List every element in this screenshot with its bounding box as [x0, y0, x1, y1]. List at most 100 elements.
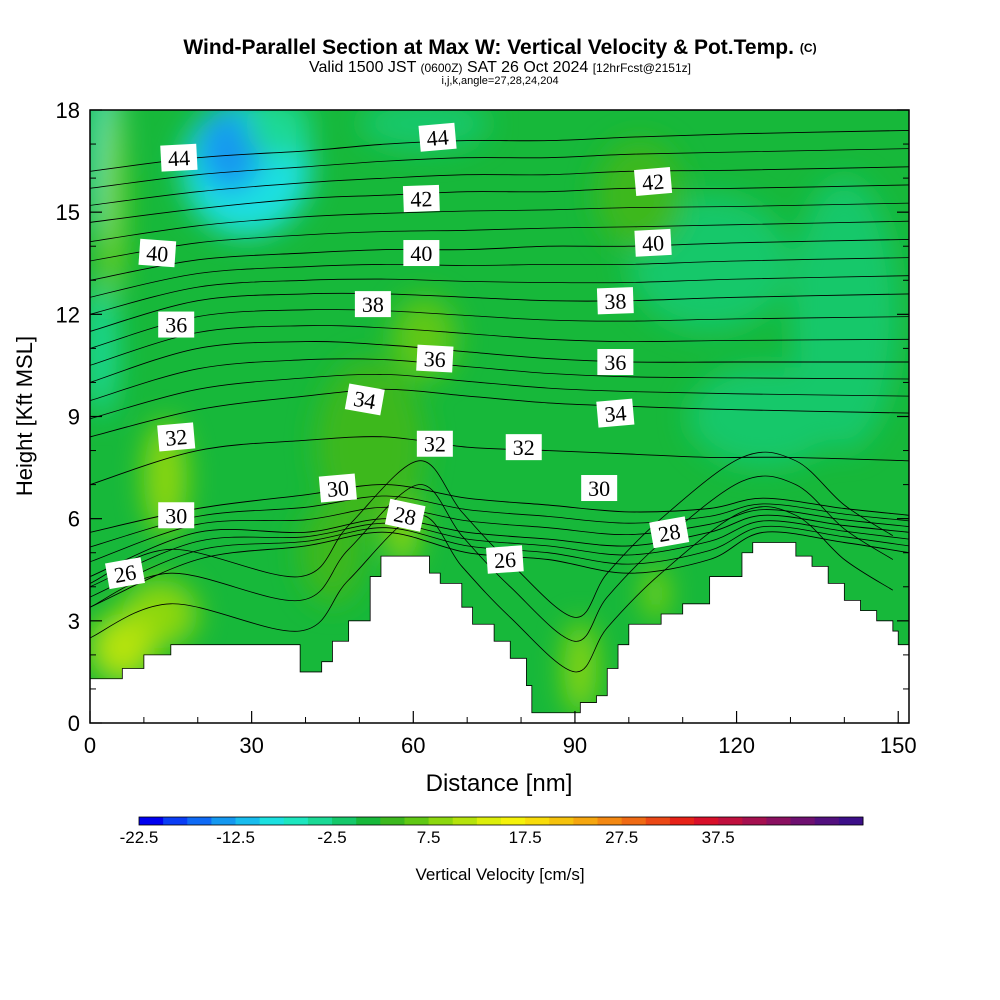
- theta-contour-minor: [90, 325, 909, 366]
- title-block: Wind-Parallel Section at Max W: Vertical…: [0, 36, 1000, 87]
- contour-label-text: 34: [352, 386, 378, 414]
- colorbar-swatch: [621, 817, 647, 825]
- contour-label-text: 32: [424, 432, 446, 457]
- y-tick-label: 12: [56, 302, 80, 327]
- colorbar-tick-label: -22.5: [120, 828, 159, 847]
- x-axis-label: Distance [nm]: [426, 770, 573, 797]
- theta-contour-minor: [90, 148, 909, 189]
- colorbar-swatch: [573, 817, 599, 825]
- y-tick-label: 6: [68, 507, 80, 532]
- contour-label-text: 44: [167, 145, 190, 171]
- colorbar-swatch: [235, 817, 261, 825]
- contour-label: 40: [634, 228, 672, 257]
- colorbar-swatch: [669, 817, 695, 825]
- plot-area: [90, 110, 909, 723]
- velocity-region: [644, 566, 667, 621]
- theta-contours: [90, 129, 909, 673]
- contour-label-text: 36: [423, 346, 446, 372]
- terrain: [90, 542, 909, 723]
- contour-label-text: 44: [426, 124, 450, 151]
- contour-label: 26: [105, 557, 146, 590]
- velocity-field: [90, 110, 899, 717]
- contour-label: 40: [138, 238, 177, 268]
- contour-label: 44: [418, 122, 457, 152]
- contour-label-text: 26: [493, 547, 517, 573]
- valid-time: Valid 1500 JST: [309, 59, 417, 76]
- colorbar-tick-label: -2.5: [317, 828, 346, 847]
- velocity-region: [300, 501, 365, 604]
- theta-contour-lower: [90, 475, 894, 642]
- theta-contour-minor: [90, 358, 909, 401]
- colorbar-swatch: [404, 817, 430, 825]
- colorbar-swatch: [597, 817, 623, 825]
- contour-label-text: 34: [603, 400, 627, 427]
- colorbar-swatch: [380, 817, 405, 825]
- velocity-region: [197, 110, 263, 192]
- contour-label: 36: [597, 349, 634, 376]
- contour-label: 38: [596, 287, 634, 315]
- colorbar-swatch: [187, 817, 212, 825]
- contour-label-text: 28: [656, 519, 682, 547]
- y-tick-label: 3: [68, 609, 80, 634]
- theta-contour-minor: [90, 520, 909, 588]
- theta-contour-minor: [90, 309, 909, 349]
- theta-contour-minor: [90, 166, 909, 206]
- theta-contour-minor: [90, 220, 909, 262]
- theta-contour-26: [90, 531, 909, 608]
- theta-contour-30: [90, 484, 909, 533]
- contour-label-text: 40: [641, 230, 664, 256]
- colorbar-swatch: [139, 817, 164, 825]
- contour-label: 30: [158, 502, 195, 529]
- colorbar-swatch: [838, 817, 864, 825]
- theta-contour-minor: [90, 373, 909, 420]
- theta-contour-40: [90, 238, 909, 281]
- contour-label: 28: [649, 516, 690, 549]
- colorbar-swatch: [476, 817, 502, 825]
- theta-contour-lower: [90, 506, 894, 673]
- y-axis-label: Height [Kft MSL]: [12, 336, 37, 496]
- colorbar-swatch: [549, 817, 574, 825]
- velocity-region: [100, 110, 123, 298]
- x-tick-label: 150: [880, 733, 917, 758]
- x-tick-label: 30: [239, 733, 263, 758]
- velocity-region: [90, 614, 155, 683]
- contour-label: 40: [403, 240, 440, 267]
- theta-contour-32: [90, 436, 909, 486]
- contour-label-text: 32: [513, 435, 535, 460]
- colorbar-swatch: [766, 817, 792, 825]
- grid-indices: i,j,k,angle=27,28,24,204: [441, 75, 559, 87]
- contour-label: 42: [633, 166, 673, 197]
- colorbar-swatch: [163, 817, 188, 825]
- colorbar-swatch: [307, 817, 333, 825]
- copyright-mark: (C): [799, 41, 817, 55]
- theta-contour-minor: [90, 257, 909, 298]
- contour-label: 44: [160, 143, 198, 172]
- colorbar-swatch: [694, 817, 719, 825]
- colorbar-swatch: [452, 817, 478, 825]
- theta-contour-minor: [90, 202, 909, 243]
- colorbar: -22.5 -12.5 -2.5 7.5 17.5 27.5 37.5: [120, 816, 864, 847]
- theta-contour-34: [90, 388, 909, 438]
- contour-label: 36: [158, 311, 195, 338]
- contour-label: 38: [354, 291, 391, 318]
- contour-label-text: 32: [164, 424, 188, 451]
- colorbar-swatch: [501, 817, 526, 825]
- colorbar-swatch: [525, 817, 550, 825]
- y-tick-label: 15: [56, 200, 80, 225]
- theta-contour-minor: [90, 506, 909, 563]
- contour-label-text: 36: [165, 313, 187, 338]
- colorbar-swatch: [211, 817, 237, 825]
- colorbar-frame: [138, 816, 864, 826]
- velocity-region: [688, 365, 839, 468]
- x-tick-label: 120: [718, 733, 755, 758]
- contour-label-text: 42: [410, 186, 433, 212]
- colorbar-swatch: [259, 817, 285, 825]
- contour-label: 30: [581, 475, 618, 502]
- contour-label: 36: [416, 344, 454, 373]
- theta-contour-minor: [90, 495, 909, 548]
- theta-contour-28: [90, 514, 909, 578]
- contour-label: 34: [344, 383, 385, 416]
- y-tick-label: 9: [68, 405, 80, 430]
- contour-labels: 44 44 42 42 40 40 40 38 38 36 36 36 34 34 32 32 32 30 30 30…: [105, 122, 690, 590]
- colorbar-swatch: [814, 817, 840, 825]
